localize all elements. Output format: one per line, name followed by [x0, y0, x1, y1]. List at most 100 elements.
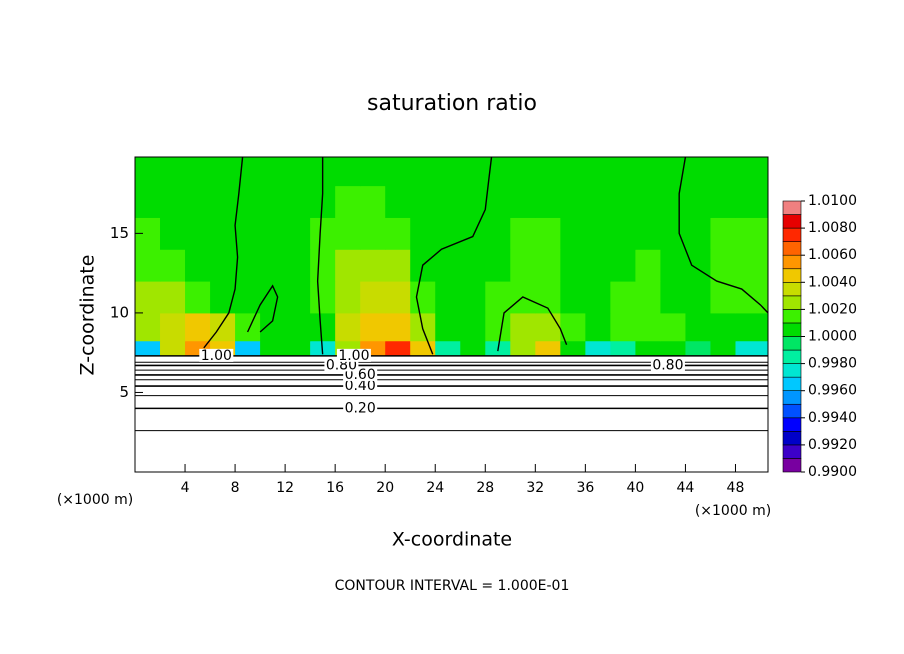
field-cell: [635, 185, 661, 218]
field-cell: [160, 249, 186, 282]
colorbar-swatch: [782, 214, 802, 229]
field-cell: [585, 157, 611, 187]
field-cell: [135, 185, 161, 218]
colorbar-swatch: [782, 444, 802, 459]
colorbar-swatch: [782, 376, 802, 391]
field-cell: [560, 249, 586, 282]
colorbar-label: 1.0000: [808, 329, 857, 345]
field-cell: [335, 157, 361, 187]
field-cell: [285, 217, 311, 250]
y-tick-label: 15: [110, 224, 129, 242]
colorbar-swatch: [782, 254, 802, 270]
colorbar-swatch: [782, 390, 802, 405]
field-cell: [510, 185, 536, 218]
y-axis-label: Z-coordinate: [77, 255, 99, 376]
field-cell: [560, 281, 586, 314]
field-cell: [560, 312, 586, 342]
field-cell: [460, 281, 486, 314]
colorbar-swatch: [782, 322, 802, 337]
field-cell: [160, 157, 186, 187]
field-cell: [735, 312, 768, 342]
field-cell: [235, 312, 261, 342]
y-tick-label: 5: [119, 383, 129, 401]
field-cell: [360, 249, 386, 282]
plot-area: 0.200.400.600.80 0.801.001.00: [135, 157, 768, 432]
colorbar-swatch: [782, 309, 802, 324]
field-cell: [585, 217, 611, 250]
field-cell: [160, 340, 186, 357]
field-cell: [585, 185, 611, 218]
field-cell: [460, 157, 486, 187]
field-cell: [360, 185, 386, 218]
field-cell: [335, 312, 361, 342]
field-cell: [310, 281, 336, 314]
field-cell: [260, 217, 286, 250]
field-cell: [185, 185, 211, 218]
contour-line: [497, 296, 568, 352]
x-tick-label: 12: [276, 480, 294, 496]
colorbar-label: 1.0100: [808, 193, 857, 209]
field-cell: [735, 340, 768, 357]
field-cell: [185, 281, 211, 314]
field-cell: [585, 340, 611, 357]
colorbar-label: 1.0080: [808, 220, 857, 236]
field-cell: [610, 185, 636, 218]
field-cell: [485, 249, 511, 282]
contour-line: [678, 157, 768, 314]
colorbar-swatch: [782, 200, 802, 215]
field-cell: [160, 217, 186, 250]
y-units: (×1000 m): [57, 492, 133, 508]
field-cell: [260, 340, 286, 357]
field-cell: [135, 249, 161, 282]
field-cell: [510, 340, 536, 357]
field-cell: [510, 312, 536, 342]
field-cell: [535, 217, 561, 250]
field-cell: [285, 249, 311, 282]
field-cell: [710, 217, 736, 250]
colorbar-swatch: [782, 241, 802, 256]
field-cell: [585, 312, 611, 342]
field-cell: [635, 157, 661, 187]
field-cell: [435, 340, 461, 357]
field-cell: [585, 249, 611, 282]
x-tick-label: 44: [677, 480, 695, 496]
field-cell: [660, 281, 686, 314]
contour-label-bg: [650, 358, 685, 372]
field-cell: [335, 281, 361, 314]
field-cell: [660, 185, 686, 218]
field-cell: [135, 281, 161, 314]
field-cell: [560, 340, 586, 357]
field-cell: [285, 312, 311, 342]
field-cell: [585, 281, 611, 314]
contour-label: 1.00: [338, 348, 369, 364]
field-cell: [435, 157, 461, 187]
field-cell: [285, 281, 311, 314]
x-tick-label: 40: [626, 480, 644, 496]
field-cell: [710, 185, 736, 218]
field-cell: [485, 217, 511, 250]
contour-label: 0.80: [652, 357, 683, 373]
field-cell: [635, 312, 661, 342]
field-cell: [135, 312, 161, 342]
field-cell: [610, 340, 636, 357]
field-cell: [710, 249, 736, 282]
chart-title: saturation ratio: [367, 91, 537, 116]
field-cell: [685, 249, 711, 282]
field-cell: [660, 312, 686, 342]
field-cell: [685, 217, 711, 250]
contour-label-bg: [336, 348, 371, 362]
field-cell: [610, 281, 636, 314]
field-cell: [160, 185, 186, 218]
field-cell: [310, 217, 336, 250]
colorbar-label: 0.9980: [808, 356, 857, 372]
colorbar-label: 1.0060: [808, 247, 857, 263]
contour-label-bg: [343, 401, 378, 415]
field-cell: [435, 281, 461, 314]
field-cell: [360, 157, 386, 187]
field-cell: [660, 157, 686, 187]
field-cell: [210, 185, 236, 218]
field-cell: [610, 249, 636, 282]
field-cell: [360, 312, 386, 342]
field-cell: [385, 185, 411, 218]
x-axis-label: X-coordinate: [392, 529, 512, 551]
